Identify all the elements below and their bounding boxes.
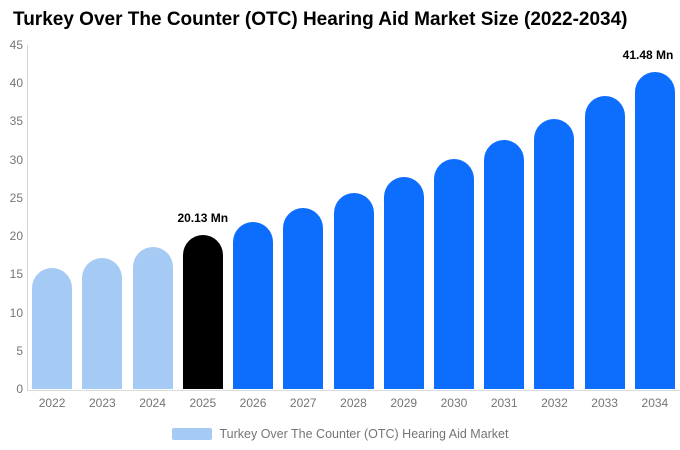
bar-2028[interactable] [333,193,374,389]
x-tick-label-2027: 2027 [289,396,317,410]
bar-2024[interactable] [132,247,173,389]
bar-2030[interactable] [433,158,474,389]
x-tick-label-2033: 2033 [591,396,618,410]
x-tick-label-2025: 2025 [189,396,217,410]
y-tick-label-10: 10 [9,305,23,320]
y-axis-line [27,45,28,391]
legend-label: Turkey Over The Counter (OTC) Hearing Ai… [219,427,509,441]
bar-2034[interactable] [634,71,675,389]
x-tick-label-2032: 2032 [541,396,568,410]
x-tick-label-2030: 2030 [440,396,468,410]
bar-2027[interactable] [283,208,324,389]
x-tick-label-2029: 2029 [390,396,418,410]
x-tick-label-2024: 2024 [139,396,166,410]
bar-2026[interactable] [233,222,274,389]
bar-2029[interactable] [383,176,424,389]
y-tick-label-5: 5 [16,343,23,358]
bar-2032[interactable] [534,118,575,389]
x-tick-label-2022: 2022 [38,396,66,410]
bar-2022[interactable] [32,268,73,389]
y-tick-label-0: 0 [16,382,23,396]
y-tick-label-25: 25 [9,190,23,205]
y-tick-label-15: 15 [9,267,23,282]
x-axis-line [27,390,680,391]
x-tick-label-2034: 2034 [641,396,669,410]
bar-2033[interactable] [584,96,625,389]
y-tick-label-30: 30 [9,152,23,167]
data-label-2025: 20.13 Mn [177,211,229,226]
y-tick-label-45: 45 [9,38,23,52]
data-label-2034: 41.48 Mn [622,47,674,62]
x-tick-label-2031: 2031 [490,396,518,410]
y-tick-label-20: 20 [9,229,23,244]
x-tick-label-2028: 2028 [340,396,367,410]
bar-2025[interactable] [182,235,223,389]
chart-title: Turkey Over The Counter (OTC) Hearing Ai… [13,9,628,30]
bar-2023[interactable] [82,258,123,389]
x-tick-label-2026: 2026 [239,396,267,410]
bar-2031[interactable] [484,139,525,389]
y-tick-label-40: 40 [9,76,23,91]
y-tick-label-35: 35 [9,114,23,129]
x-tick-label-2023: 2023 [88,396,116,410]
legend-swatch [171,428,212,440]
legend-item[interactable]: Turkey Over The Counter (OTC) Hearing Ai… [0,425,680,443]
